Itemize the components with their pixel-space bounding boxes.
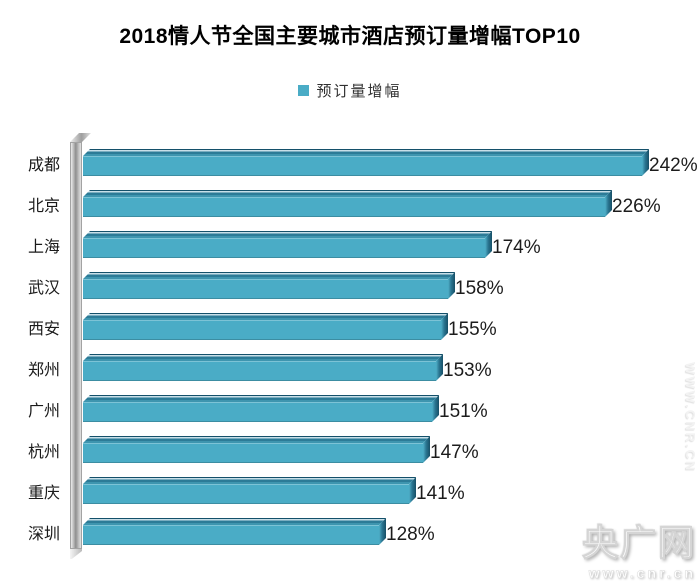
bar-end-face	[379, 518, 386, 545]
bar-top-face	[83, 395, 439, 402]
value-label: 242%	[649, 155, 698, 176]
bar-end-face	[642, 149, 649, 176]
bar-top-face	[83, 190, 612, 197]
bar-top-face	[83, 354, 443, 361]
bar	[83, 484, 409, 504]
bar	[83, 525, 379, 545]
bar-end-face	[485, 231, 492, 258]
bar	[83, 156, 642, 176]
watermark-side-url: WWW.CNR.CN	[683, 362, 698, 473]
category-label: 杭州	[27, 444, 60, 461]
value-label: 155%	[448, 319, 497, 340]
legend-swatch-icon	[298, 85, 310, 96]
value-label: 147%	[430, 442, 479, 463]
legend-label: 预订量增幅	[316, 83, 402, 100]
value-label: 153%	[443, 360, 492, 381]
watermark-logo: 央广网	[581, 522, 696, 564]
value-label: 151%	[439, 401, 488, 422]
category-label: 郑州	[27, 362, 60, 379]
category-label: 北京	[27, 198, 60, 215]
category-label: 深圳	[27, 526, 60, 543]
category-label: 上海	[27, 239, 60, 256]
value-label: 226%	[612, 196, 661, 217]
bar-end-face	[432, 395, 439, 422]
bar-end-face	[448, 272, 455, 299]
bar-end-face	[436, 354, 443, 381]
bar	[83, 197, 605, 217]
bar-top-face	[83, 272, 455, 279]
bar	[83, 320, 441, 340]
bar	[83, 402, 432, 422]
bar-top-face	[83, 149, 649, 156]
y-axis-wall	[70, 142, 82, 549]
bar-top-face	[83, 313, 448, 320]
value-label: 158%	[455, 278, 504, 299]
bar	[83, 238, 485, 258]
bar-end-face	[605, 190, 612, 217]
category-label: 武汉	[27, 280, 60, 297]
value-label: 128%	[386, 524, 435, 545]
bar	[83, 279, 448, 299]
bar-end-face	[441, 313, 448, 340]
value-label: 141%	[416, 483, 465, 504]
bar-top-face	[83, 477, 416, 484]
value-label: 174%	[492, 237, 541, 258]
bar-top-face	[83, 231, 492, 238]
bar	[83, 361, 436, 381]
category-label: 广州	[27, 403, 60, 420]
watermark-url: www.cnr.cn	[588, 565, 696, 582]
category-label: 重庆	[27, 485, 60, 502]
bar-top-face	[83, 436, 430, 443]
legend: 预订量增幅	[0, 80, 700, 101]
chart-title: 2018情人节全国主要城市酒店预订量增幅TOP10	[119, 25, 581, 48]
category-label: 成都	[27, 157, 60, 174]
bar-end-face	[423, 436, 430, 463]
bar-top-face	[83, 518, 386, 525]
bar-end-face	[409, 477, 416, 504]
bar	[83, 443, 423, 463]
category-label: 西安	[27, 321, 60, 338]
